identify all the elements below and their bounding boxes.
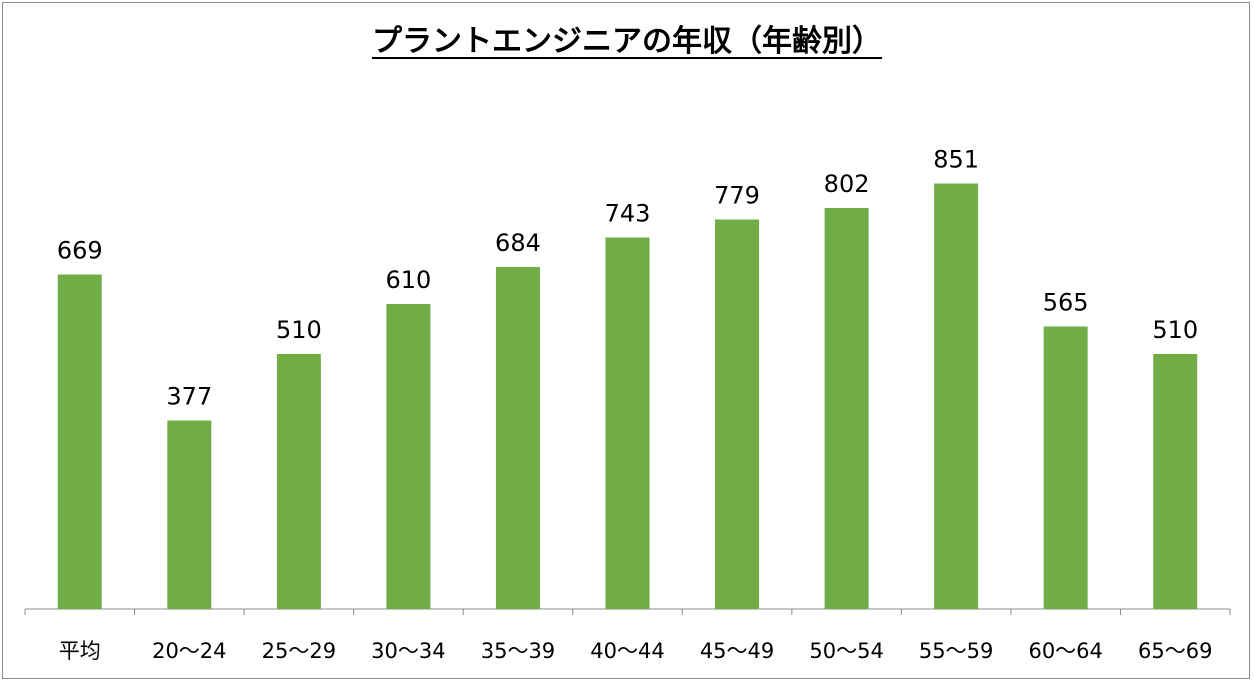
data-label: 565 [1043, 289, 1089, 317]
chart-title-container: プラントエンジニアの年収（年齢別） [0, 22, 1254, 62]
data-label: 510 [1152, 316, 1198, 344]
x-tick-label: 35～39 [481, 639, 555, 663]
bar [824, 208, 869, 609]
data-label: 802 [824, 170, 870, 198]
bar [1043, 326, 1088, 609]
chart-title: プラントエンジニアの年収（年齢別） [372, 24, 882, 59]
x-axis [24, 608, 1231, 615]
bar [605, 237, 650, 609]
bar [386, 304, 431, 609]
x-tick-label: 65～69 [1138, 639, 1212, 663]
x-tick-label: 平均 [59, 639, 101, 663]
bar [934, 183, 979, 609]
x-tick-label: 55～59 [919, 639, 993, 663]
x-tick-label: 30～34 [371, 639, 445, 663]
data-label: 610 [386, 266, 432, 294]
bar [167, 420, 212, 609]
bar [495, 267, 540, 609]
x-tick-label: 25～29 [262, 639, 336, 663]
data-label: 510 [276, 316, 322, 344]
x-tick-label: 50～54 [809, 639, 883, 663]
x-tick-label: 45～49 [700, 639, 774, 663]
x-tick-label: 40～44 [590, 639, 664, 663]
bar [1153, 354, 1198, 609]
data-label: 851 [933, 146, 979, 174]
x-tick-labels: 平均 20～24 25～29 30～34 35～39 40～44 45～49 50～54 55～… [59, 639, 1213, 663]
data-label: 779 [714, 182, 760, 210]
bar [715, 219, 760, 609]
bar [276, 354, 321, 609]
data-label: 684 [495, 229, 541, 257]
data-label: 743 [605, 200, 651, 228]
data-label: 669 [57, 237, 103, 265]
data-labels: 669 377 510 610 684 743 779 802 851 565 510 [57, 146, 1198, 411]
x-tick-label: 60～64 [1028, 639, 1102, 663]
bar-series [57, 183, 1198, 609]
bar [57, 274, 102, 609]
data-label: 377 [166, 383, 212, 411]
x-tick-label: 20～24 [152, 639, 226, 663]
